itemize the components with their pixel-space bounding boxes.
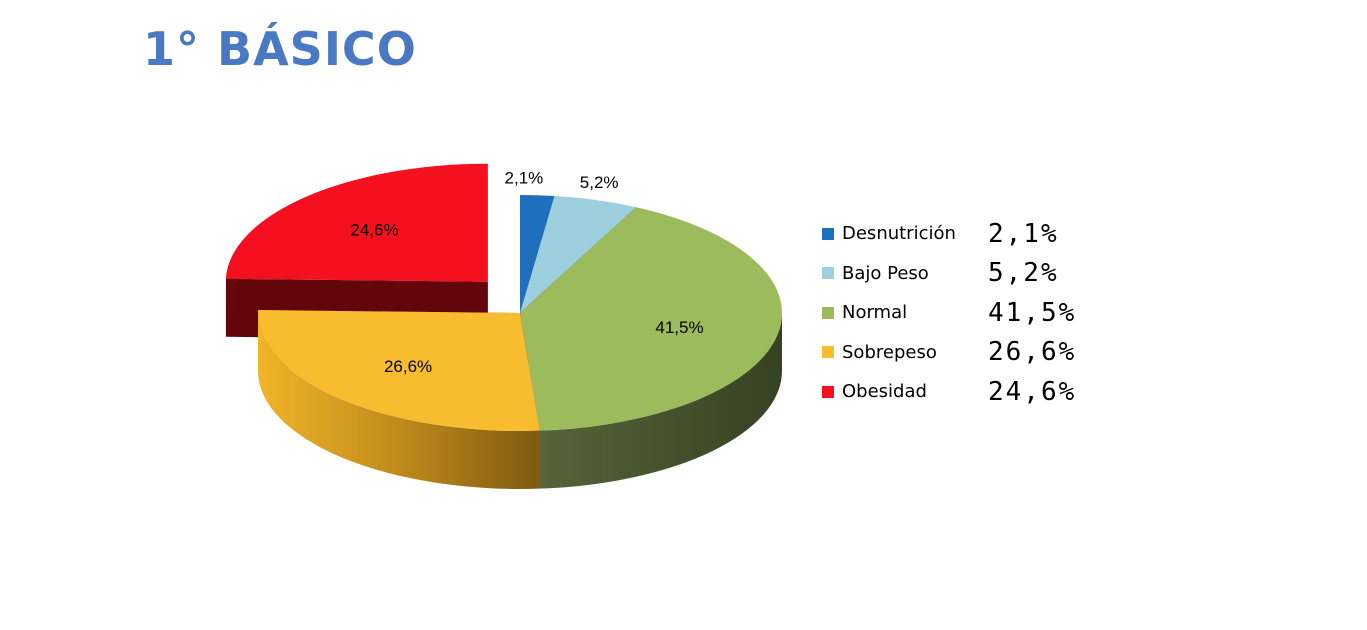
legend-item-bajo-peso: Bajo Peso 5,2%: [822, 254, 1076, 294]
legend-value: 24,6%: [988, 376, 1077, 407]
data-label-sobrepeso: 26,6%: [384, 357, 432, 376]
legend-value: 2,1%: [988, 218, 1059, 249]
legend-item-normal: Normal 41,5%: [822, 293, 1076, 333]
legend-value: 26,6%: [988, 337, 1077, 368]
chart-title: 1° BÁSICO: [143, 22, 417, 76]
legend-swatch: [822, 267, 834, 280]
legend-swatch: [822, 227, 834, 240]
slice-top: [520, 196, 637, 313]
legend-label: Normal: [842, 302, 908, 324]
legend-label: Sobrepeso: [842, 341, 937, 363]
legend-swatch: [822, 385, 834, 398]
legend-item-obesidad: Obesidad 24,6%: [822, 372, 1076, 412]
legend-label: Bajo Peso: [842, 262, 929, 284]
legend-swatch: [822, 306, 834, 319]
slice-top: [257, 310, 540, 432]
slice-top: [520, 207, 783, 431]
slice-top: [520, 195, 555, 313]
legend-swatch: [822, 346, 834, 359]
data-label-bajo-peso: 5,2%: [580, 173, 619, 192]
slice-sobrepeso: [257, 310, 540, 489]
legend-item-desnutricion: Desnutrición 2,1%: [822, 214, 1076, 254]
legend-item-sobrepeso: Sobrepeso 26,6%: [822, 333, 1076, 373]
data-label-obesidad: 24,6%: [350, 220, 398, 239]
legend-label: Obesidad: [842, 381, 927, 403]
legend: Desnutrición 2,1% Bajo Peso 5,2% Normal 41,5%…: [822, 214, 1076, 412]
slice-side: [539, 313, 782, 489]
legend-value: 41,5%: [988, 297, 1077, 328]
data-label-desnutricion: 2,1%: [505, 168, 544, 187]
slice-top: [225, 163, 488, 282]
slice-normal: [520, 207, 783, 489]
data-label-normal: 41,5%: [655, 318, 703, 337]
legend-label: Desnutrición: [842, 223, 956, 245]
legend-value: 5,2%: [988, 258, 1059, 289]
slice-side: [258, 313, 540, 489]
